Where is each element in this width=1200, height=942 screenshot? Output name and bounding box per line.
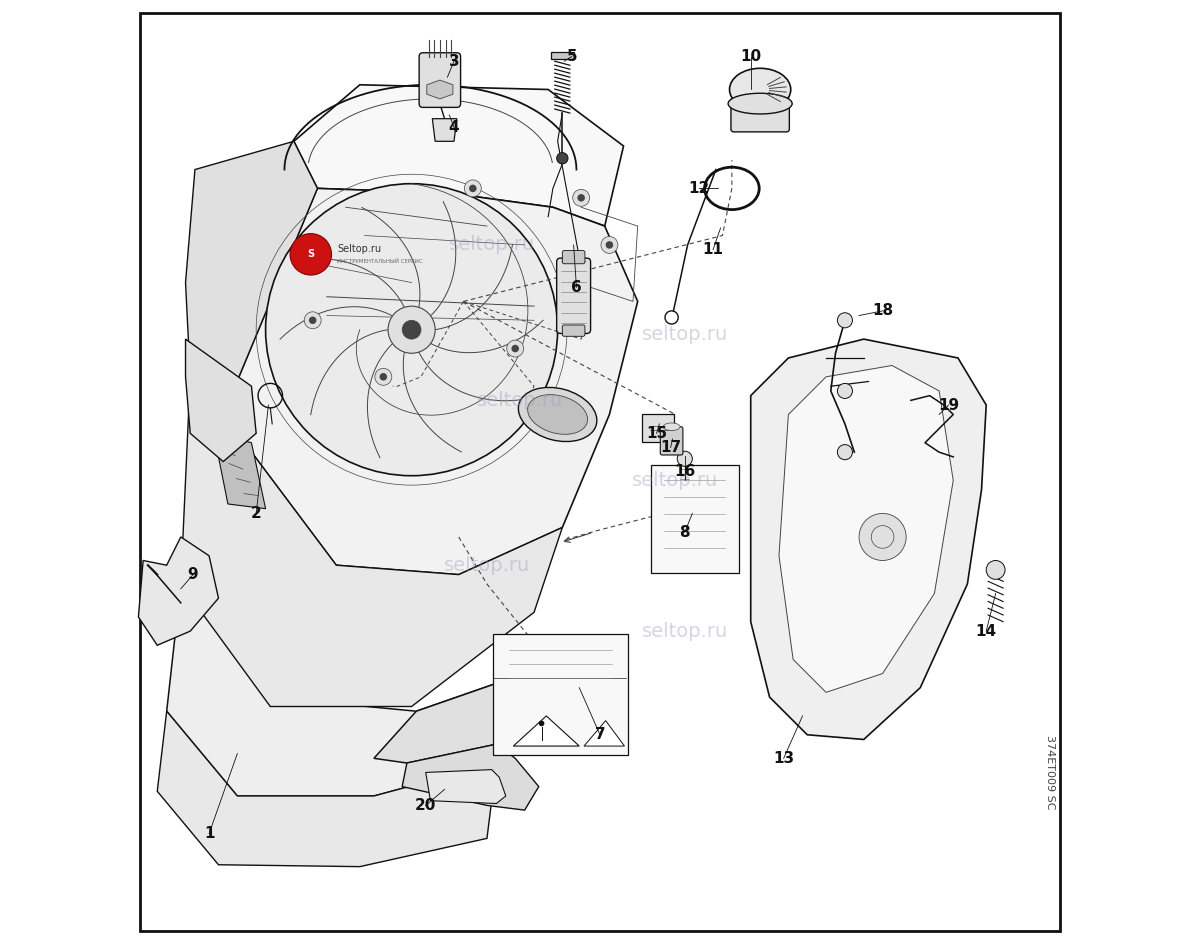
Polygon shape bbox=[751, 339, 986, 739]
Circle shape bbox=[557, 153, 568, 164]
Text: seltop.ru: seltop.ru bbox=[642, 622, 728, 641]
Circle shape bbox=[290, 234, 331, 275]
FancyBboxPatch shape bbox=[660, 427, 683, 455]
Text: 6: 6 bbox=[571, 280, 582, 295]
Circle shape bbox=[838, 445, 852, 460]
FancyBboxPatch shape bbox=[563, 325, 584, 336]
Polygon shape bbox=[514, 716, 580, 746]
Circle shape bbox=[388, 306, 436, 353]
Circle shape bbox=[572, 189, 589, 206]
Circle shape bbox=[511, 345, 518, 352]
Ellipse shape bbox=[730, 69, 791, 111]
Polygon shape bbox=[779, 365, 953, 692]
Text: 9: 9 bbox=[187, 567, 198, 582]
Text: Seltop.ru: Seltop.ru bbox=[337, 244, 382, 253]
Text: 20: 20 bbox=[415, 798, 437, 813]
Text: 17: 17 bbox=[660, 440, 682, 455]
Text: 11: 11 bbox=[702, 242, 724, 257]
Circle shape bbox=[838, 383, 852, 398]
Text: 1: 1 bbox=[204, 826, 215, 841]
Text: S: S bbox=[307, 250, 314, 259]
Circle shape bbox=[308, 317, 317, 324]
Text: seltop.ru: seltop.ru bbox=[444, 556, 530, 575]
FancyBboxPatch shape bbox=[493, 634, 629, 755]
FancyBboxPatch shape bbox=[642, 414, 674, 442]
Circle shape bbox=[469, 185, 476, 192]
Polygon shape bbox=[186, 141, 317, 414]
Text: 18: 18 bbox=[872, 303, 893, 318]
Circle shape bbox=[402, 320, 421, 339]
Polygon shape bbox=[167, 584, 524, 796]
FancyBboxPatch shape bbox=[557, 258, 590, 333]
Text: 2: 2 bbox=[251, 506, 262, 521]
FancyBboxPatch shape bbox=[650, 465, 739, 573]
Circle shape bbox=[838, 313, 852, 328]
Text: 10: 10 bbox=[740, 49, 761, 64]
Polygon shape bbox=[223, 188, 637, 575]
Polygon shape bbox=[551, 52, 574, 59]
Polygon shape bbox=[402, 744, 539, 810]
Text: 8: 8 bbox=[679, 525, 690, 540]
Circle shape bbox=[265, 184, 558, 476]
Circle shape bbox=[601, 236, 618, 253]
Polygon shape bbox=[432, 119, 457, 141]
Polygon shape bbox=[157, 711, 497, 867]
Circle shape bbox=[506, 340, 523, 357]
Text: seltop.ru: seltop.ru bbox=[632, 471, 719, 490]
FancyBboxPatch shape bbox=[731, 98, 790, 132]
Text: seltop.ru: seltop.ru bbox=[642, 325, 728, 344]
FancyBboxPatch shape bbox=[419, 53, 461, 107]
FancyBboxPatch shape bbox=[563, 251, 584, 264]
Circle shape bbox=[305, 312, 322, 329]
Text: 19: 19 bbox=[938, 398, 959, 413]
Ellipse shape bbox=[664, 423, 680, 430]
Text: 3: 3 bbox=[449, 54, 460, 69]
Polygon shape bbox=[214, 433, 265, 509]
Circle shape bbox=[379, 373, 388, 381]
Circle shape bbox=[677, 451, 692, 466]
Text: 16: 16 bbox=[674, 463, 696, 479]
Ellipse shape bbox=[518, 387, 596, 442]
Polygon shape bbox=[426, 770, 506, 804]
Polygon shape bbox=[584, 721, 624, 746]
Circle shape bbox=[986, 560, 1006, 579]
Text: 13: 13 bbox=[773, 751, 794, 766]
Polygon shape bbox=[186, 339, 256, 462]
Polygon shape bbox=[294, 85, 624, 226]
Text: ИНСТРУМЕНТАЛЬНЫЙ СЕРВИС: ИНСТРУМЕНТАЛЬНЫЙ СЕРВИС bbox=[337, 259, 422, 265]
Text: 374ET009 SC: 374ET009 SC bbox=[1045, 735, 1055, 810]
Ellipse shape bbox=[528, 395, 588, 434]
Text: 5: 5 bbox=[566, 49, 577, 64]
Circle shape bbox=[374, 368, 392, 385]
Ellipse shape bbox=[728, 93, 792, 114]
Polygon shape bbox=[427, 80, 452, 99]
Circle shape bbox=[606, 241, 613, 249]
Text: seltop.ru: seltop.ru bbox=[476, 391, 563, 410]
Circle shape bbox=[871, 526, 894, 548]
Text: 7: 7 bbox=[595, 727, 605, 742]
Polygon shape bbox=[181, 377, 563, 706]
Circle shape bbox=[577, 194, 584, 202]
Text: 4: 4 bbox=[449, 120, 460, 135]
Text: 15: 15 bbox=[646, 426, 667, 441]
Text: 12: 12 bbox=[689, 181, 709, 196]
Circle shape bbox=[859, 513, 906, 560]
Text: 14: 14 bbox=[976, 624, 997, 639]
Polygon shape bbox=[374, 674, 553, 763]
Circle shape bbox=[539, 721, 545, 726]
Polygon shape bbox=[138, 537, 218, 645]
Circle shape bbox=[464, 180, 481, 197]
Text: seltop.ru: seltop.ru bbox=[449, 236, 535, 254]
